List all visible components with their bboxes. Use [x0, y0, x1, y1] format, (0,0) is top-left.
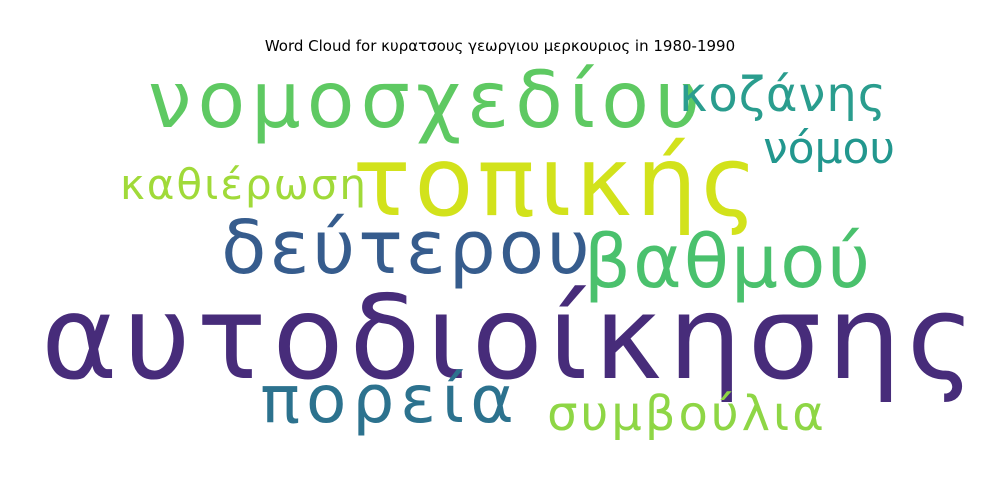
- word-3: νομοσχεδίου: [147, 56, 707, 146]
- word-8: νόμου: [763, 123, 895, 174]
- chart-title: Word Cloud for κυρατσους γεωργιου μερκου…: [264, 37, 736, 55]
- word-9: καθιέρωση: [119, 160, 369, 209]
- word-cloud: αυτοδιοίκησης τοπικής νομοσχεδίου δεύτερου β…: [41, 56, 975, 445]
- word-2: τοπικής: [352, 126, 762, 238]
- word-1: αυτοδιοίκησης: [41, 271, 981, 406]
- word-5: βαθμού: [583, 219, 873, 305]
- word-6: πορεία: [260, 361, 520, 438]
- word-4: δεύτερου: [221, 205, 593, 291]
- word-7: κοζάνης: [679, 67, 887, 123]
- word-10: συμβούλια: [547, 386, 827, 442]
